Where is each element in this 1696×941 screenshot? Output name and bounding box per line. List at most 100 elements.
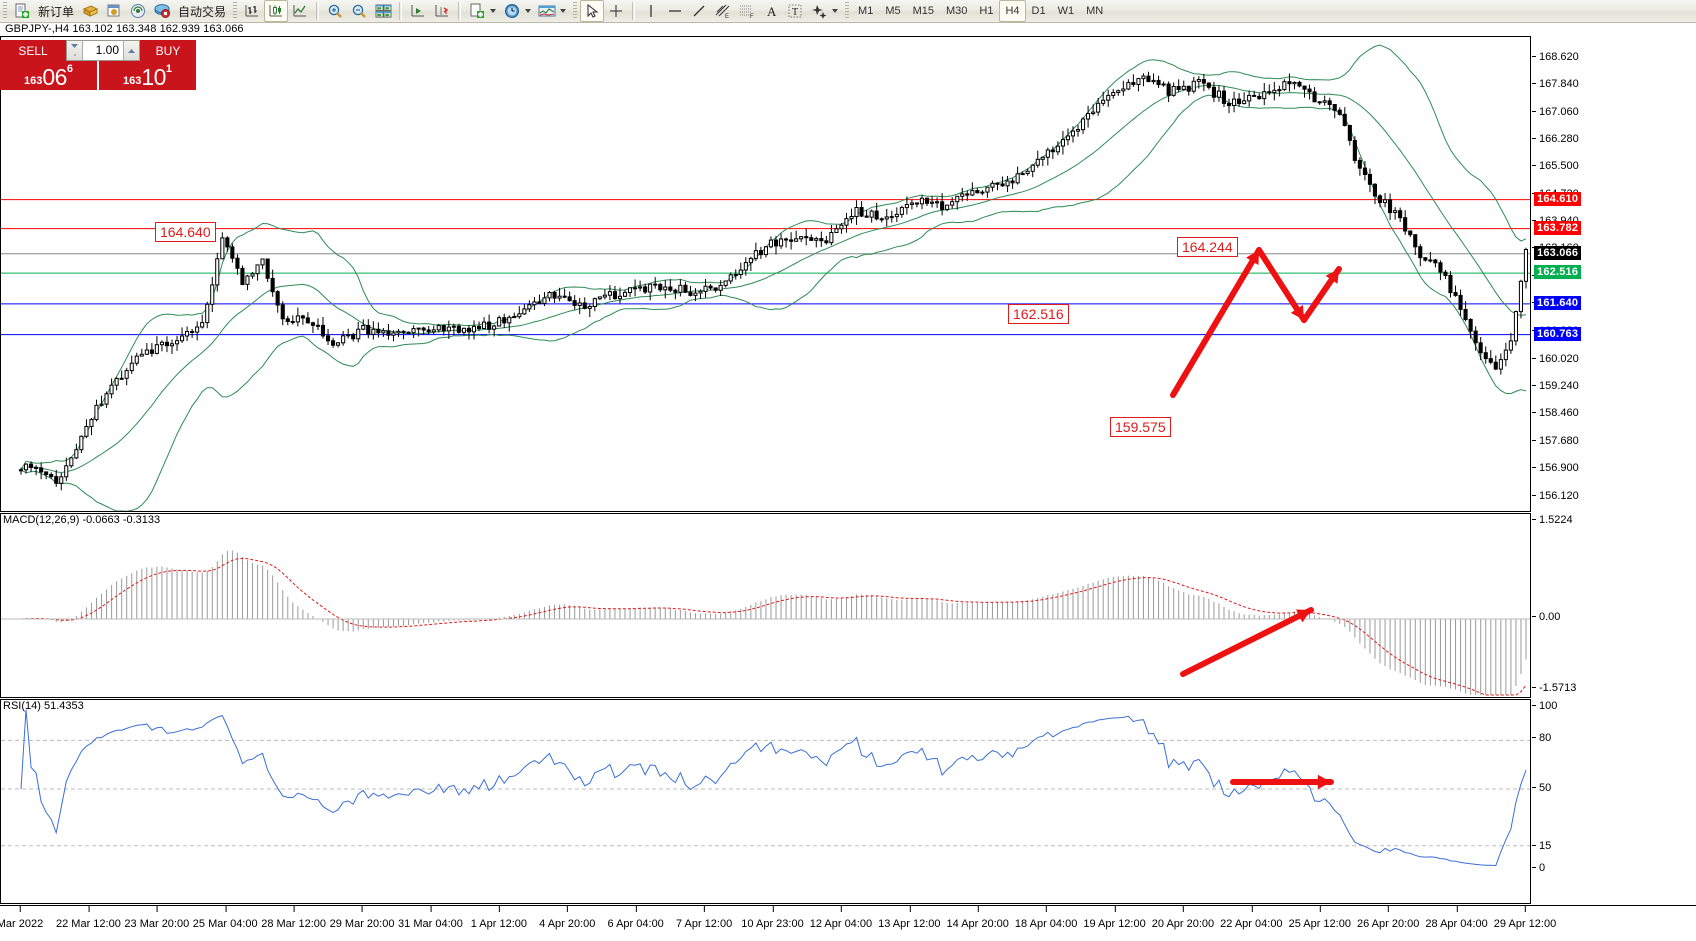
- rsi-tick: 50: [1532, 782, 1551, 794]
- volume-value[interactable]: 1.00: [95, 43, 119, 57]
- candlestick: [391, 330, 396, 342]
- trendline-icon[interactable]: [687, 0, 711, 22]
- timeframe-m5-button[interactable]: M5: [885, 5, 901, 17]
- volume-increment-button[interactable]: [123, 41, 139, 60]
- candlestick: [678, 279, 683, 297]
- candlestick: [532, 297, 537, 311]
- text-label-icon[interactable]: T: [783, 0, 807, 22]
- auto-trading-label[interactable]: 自动交易: [178, 4, 227, 19]
- arrows-icon[interactable]: [807, 0, 831, 22]
- volume-decrement-button[interactable]: [67, 41, 83, 60]
- toolbar-grip-4[interactable]: [845, 2, 850, 20]
- price-chart-canvas[interactable]: [1, 37, 1530, 511]
- arrows-dropdown-icon[interactable]: [832, 9, 839, 13]
- sell-price-display[interactable]: 163 06 6: [0, 61, 97, 90]
- templates-dropdown-icon[interactable]: [560, 9, 567, 13]
- price-tick: 167.840: [1532, 78, 1579, 90]
- time-axis[interactable]: Mar 2022 22 Mar 12:00 23 Mar 20:00 25 Mar 0…: [0, 905, 1696, 941]
- timeframe-mn-button[interactable]: MN: [1086, 5, 1104, 17]
- rsi-chart-canvas[interactable]: [1, 700, 1530, 903]
- new-order-icon[interactable]: [10, 0, 34, 22]
- candlestick: [487, 314, 492, 334]
- line-chart-icon[interactable]: [288, 0, 312, 22]
- price-tick: 156.900: [1532, 462, 1579, 474]
- candlestick: [955, 195, 960, 210]
- price-scale[interactable]: 168.620167.840167.060166.280165.500164.7…: [1531, 36, 1696, 512]
- price-annotation-label[interactable]: 159.575: [1110, 417, 1171, 437]
- toolbar-grip[interactable]: [3, 2, 7, 20]
- candlestick: [693, 288, 698, 302]
- chart-container[interactable]: 168.620167.840167.060166.280165.500164.7…: [0, 36, 1696, 940]
- candlestick: [310, 321, 315, 333]
- auto-trading-icon[interactable]: [150, 0, 174, 22]
- candlestick: [185, 326, 190, 342]
- equidistant-channel-icon[interactable]: E: [711, 0, 735, 22]
- new-chart-dropdown-icon[interactable]: [490, 9, 497, 13]
- candlestick: [497, 315, 502, 327]
- timeframe-w1-button[interactable]: W1: [1057, 5, 1075, 17]
- rsi-pane[interactable]: RSI(14) 51.4353: [0, 699, 1531, 904]
- candlestick: [985, 186, 990, 198]
- timeframe-h1-button[interactable]: H1: [979, 5, 994, 17]
- rsi-scale[interactable]: 100 80 50 15 0: [1531, 699, 1696, 904]
- candlestick: [29, 461, 34, 472]
- price-annotation-label[interactable]: 162.516: [1008, 304, 1069, 324]
- candlestick-chart-icon[interactable]: [264, 0, 289, 22]
- sell-button[interactable]: SELL: [0, 40, 66, 61]
- price-annotation-label[interactable]: 164.244: [1177, 237, 1238, 257]
- timeframe-h4-button[interactable]: H4: [999, 0, 1026, 22]
- candlestick: [990, 180, 995, 192]
- candlestick: [1503, 342, 1508, 367]
- buy-button[interactable]: BUY: [140, 40, 196, 61]
- crosshair-icon[interactable]: [604, 0, 628, 22]
- price-tag: 163.066: [1534, 245, 1582, 260]
- bar-chart-icon[interactable]: [240, 0, 264, 22]
- timeframe-d1-button[interactable]: D1: [1031, 5, 1046, 17]
- buy-price-display[interactable]: 163 10 1: [99, 61, 196, 90]
- auto-scroll-icon[interactable]: [430, 0, 454, 22]
- price-tag: 162.516: [1534, 265, 1582, 280]
- candlestick: [789, 232, 794, 250]
- templates-icon[interactable]: [535, 0, 559, 22]
- candlestick: [547, 291, 552, 302]
- toolbar-grip-2[interactable]: [233, 2, 238, 20]
- fibonacci-icon[interactable]: F: [735, 0, 759, 22]
- new-order-label[interactable]: 新订单: [38, 4, 75, 19]
- period-clock-icon[interactable]: [500, 0, 524, 22]
- new-chart-icon[interactable]: [465, 0, 489, 22]
- macd-chart-canvas[interactable]: [1, 514, 1530, 697]
- chart-shift-icon[interactable]: [406, 0, 430, 22]
- text-icon[interactable]: A: [759, 0, 783, 22]
- candlestick: [1211, 81, 1217, 103]
- timeframe-m30-button[interactable]: M30: [946, 5, 968, 17]
- horizontal-line-icon[interactable]: [663, 0, 687, 22]
- price-pane[interactable]: [0, 36, 1531, 512]
- cursor-icon[interactable]: [580, 0, 605, 22]
- macd-pane[interactable]: MACD(12,26,9) -0.0663 -0.3133: [0, 513, 1531, 698]
- time-label: 18 Apr 04:00: [1015, 906, 1077, 930]
- tile-windows-icon[interactable]: [371, 0, 395, 22]
- candlestick: [799, 236, 804, 243]
- signals-icon[interactable]: [126, 0, 150, 22]
- vertical-line-icon[interactable]: [639, 0, 663, 22]
- terminal-icon[interactable]: [78, 0, 102, 22]
- toolbar-grip-3[interactable]: [573, 2, 578, 20]
- candlestick: [617, 287, 623, 304]
- candlestick: [980, 190, 985, 196]
- candlestick: [477, 321, 482, 332]
- rsi-tick: 15: [1532, 840, 1551, 852]
- macd-tick: 0.00: [1532, 611, 1560, 623]
- data-window-icon[interactable]: [102, 0, 126, 22]
- price-annotation-label[interactable]: 164.640: [155, 222, 216, 242]
- zoom-out-icon[interactable]: [347, 0, 371, 22]
- candlestick: [552, 290, 557, 304]
- timeframe-m15-button[interactable]: M15: [912, 5, 934, 17]
- timeframe-m1-button[interactable]: M1: [858, 5, 874, 17]
- zoom-in-icon[interactable]: [323, 0, 347, 22]
- candlestick: [1433, 258, 1438, 268]
- candlestick: [869, 209, 874, 223]
- period-dropdown-icon[interactable]: [525, 9, 532, 13]
- macd-scale[interactable]: 1.5224 0.00 -1.5713: [1531, 513, 1696, 698]
- candlestick: [230, 243, 235, 263]
- volume-stepper[interactable]: 1.00: [66, 40, 140, 61]
